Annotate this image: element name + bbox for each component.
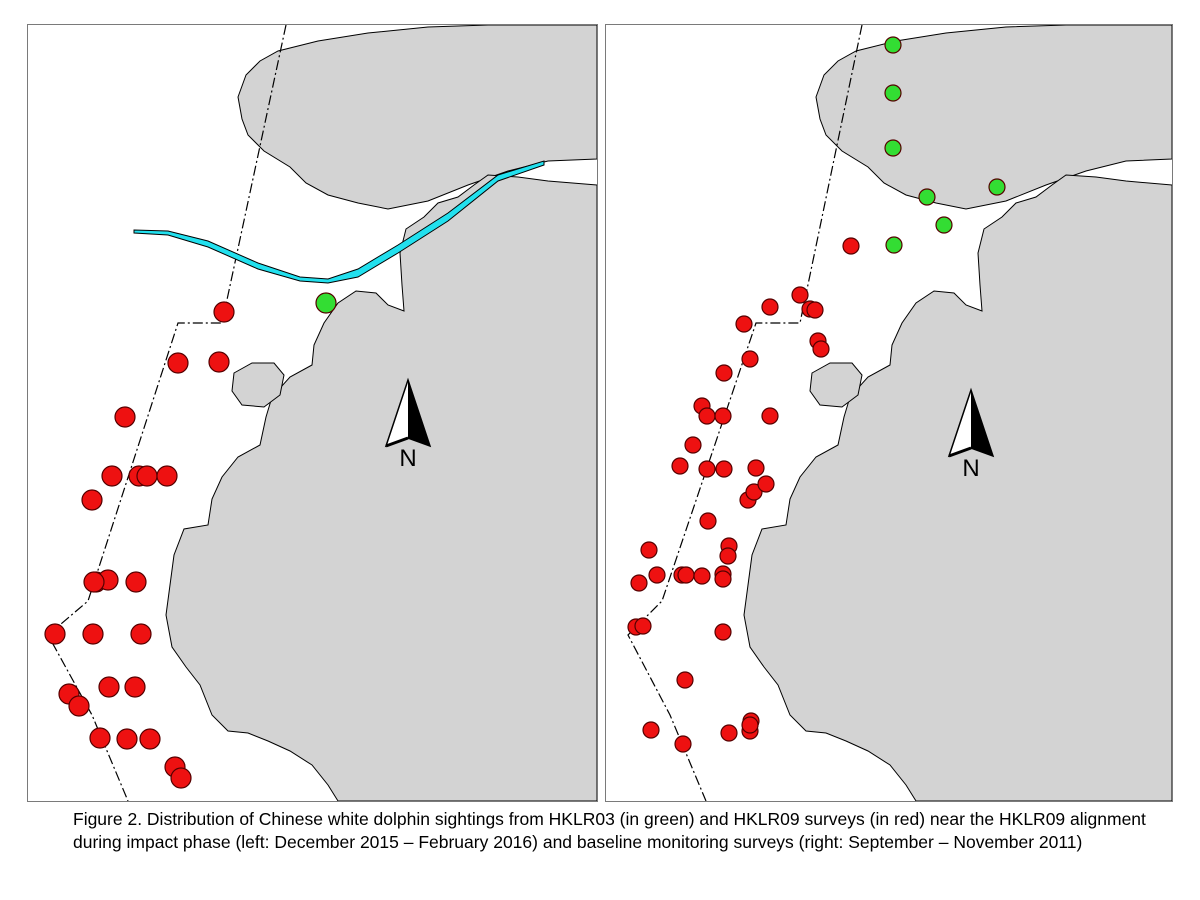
hklr09-sighting-marker [167, 352, 189, 374]
hklr03-sighting-marker [988, 178, 1006, 196]
map-panel-left: N [27, 24, 598, 802]
hklr09-sighting-marker [677, 566, 695, 584]
hklr09-sighting-marker [156, 465, 178, 487]
hklr09-sighting-marker [44, 623, 66, 645]
hklr09-sighting-marker [741, 350, 759, 368]
north-label: N [962, 455, 979, 482]
hklr03-sighting-marker [885, 236, 903, 254]
hklr09-sighting-marker [83, 571, 105, 593]
hklr09-sighting-marker [648, 566, 666, 584]
hklr09-sighting-marker [101, 465, 123, 487]
land-main-island [743, 174, 1172, 801]
map-panel-right: N [605, 24, 1173, 802]
hklr09-sighting-marker [676, 671, 694, 689]
left-sighting-markers [44, 292, 337, 789]
hklr09-sighting-marker [674, 735, 692, 753]
hklr09-sighting-marker [747, 459, 765, 477]
hklr09-sighting-marker [130, 623, 152, 645]
hklr09-sighting-marker [693, 567, 711, 585]
hklr09-sighting-marker [720, 724, 738, 742]
hklr09-sighting-marker [761, 407, 779, 425]
hklr03-sighting-marker [935, 216, 953, 234]
right-sighting-markers [627, 36, 1006, 753]
hklr09-sighting-marker [136, 465, 158, 487]
hklr09-sighting-marker [642, 721, 660, 739]
hklr09-sighting-marker [671, 457, 689, 475]
hklr09-sighting-marker [81, 489, 103, 511]
hklr09-sighting-marker [630, 574, 648, 592]
hklr09-sighting-marker [634, 617, 652, 635]
hklr09-sighting-marker [640, 541, 658, 559]
hklr09-sighting-marker [791, 286, 809, 304]
alignment-ribbon [133, 160, 545, 284]
land-main-island [165, 174, 597, 801]
hklr03-sighting-marker [315, 292, 337, 314]
hklr09-sighting-marker [82, 623, 104, 645]
hklr09-sighting-marker [812, 340, 830, 358]
hklr09-sighting-marker [719, 547, 737, 565]
hklr09-sighting-marker [684, 436, 702, 454]
hklr09-sighting-marker [714, 623, 732, 641]
hklr09-sighting-marker [714, 407, 732, 425]
hklr09-sighting-marker [116, 728, 138, 750]
hklr09-sighting-marker [170, 767, 192, 789]
hklr09-sighting-marker [114, 406, 136, 428]
hklr09-sighting-marker [208, 351, 230, 373]
hklr09-sighting-marker [698, 460, 716, 478]
hklr09-sighting-marker [699, 512, 717, 530]
land-small-islet [231, 362, 285, 408]
hklr09-sighting-marker [139, 728, 161, 750]
hklr09-sighting-marker [806, 301, 824, 319]
hklr09-sighting-marker [68, 695, 90, 717]
hklr09-sighting-marker [698, 407, 716, 425]
map-left-svg: N [44, 25, 597, 801]
hklr09-sighting-marker [842, 237, 860, 255]
hklr09-sighting-marker [98, 676, 120, 698]
north-arrow-icon: N [947, 387, 995, 482]
hklr03-sighting-marker [884, 36, 902, 54]
map-right-svg: N [627, 25, 1172, 801]
north-arrow-icon: N [384, 377, 432, 472]
boundary-line [627, 25, 863, 801]
hklr03-sighting-marker [884, 84, 902, 102]
hklr09-sighting-marker [715, 460, 733, 478]
hklr03-sighting-marker [884, 139, 902, 157]
hklr09-sighting-marker [745, 483, 763, 501]
figure-caption: Figure 2. Distribution of Chinese white … [73, 809, 1146, 852]
hklr09-sighting-marker [757, 475, 775, 493]
hklr09-sighting-marker [89, 727, 111, 749]
hklr09-sighting-marker [715, 364, 733, 382]
hklr09-sighting-marker [735, 315, 753, 333]
hklr03-sighting-marker [918, 188, 936, 206]
north-label: N [399, 445, 416, 472]
hklr09-sighting-marker [124, 676, 146, 698]
hklr09-sighting-marker [714, 570, 732, 588]
hklr09-sighting-marker [125, 571, 147, 593]
land-small-islet [809, 362, 863, 408]
hklr09-sighting-marker [761, 298, 779, 316]
hklr09-sighting-marker [213, 301, 235, 323]
hklr09-sighting-marker [741, 716, 759, 734]
